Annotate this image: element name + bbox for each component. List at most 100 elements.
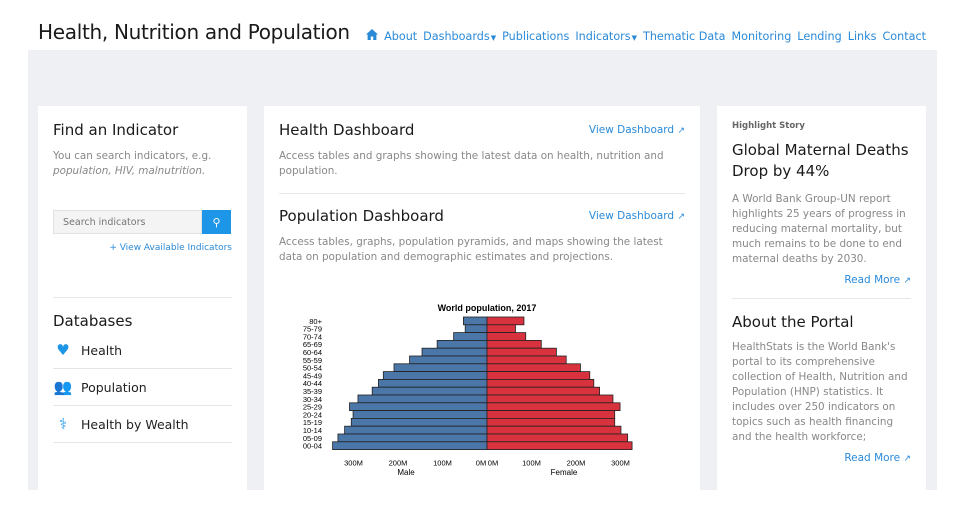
external-link-icon: ↗ bbox=[903, 454, 911, 464]
population-dashboard-desc: Access tables, graphs, population pyrami… bbox=[279, 236, 663, 263]
highlight-label: Highlight Story bbox=[732, 121, 805, 131]
highlight-read-more[interactable]: Read More ↗ bbox=[732, 274, 911, 286]
site-title[interactable]: Health, Nutrition and Population bbox=[38, 20, 350, 44]
female-bar[interactable] bbox=[486, 347, 557, 357]
male-bar[interactable] bbox=[344, 425, 488, 435]
female-bar[interactable] bbox=[486, 394, 614, 404]
search-input[interactable] bbox=[53, 210, 202, 234]
female-bar[interactable] bbox=[486, 379, 595, 388]
population-pyramid-chart[interactable]: World population, 2017 80+75-7970-7465-6… bbox=[290, 295, 650, 485]
nav-dashboards[interactable]: Dashboards▼ bbox=[423, 30, 496, 43]
nav-publications[interactable]: Publications bbox=[502, 29, 570, 43]
database-label: Health by Wealth bbox=[81, 416, 189, 432]
male-bar[interactable] bbox=[352, 410, 488, 419]
divider bbox=[732, 298, 911, 299]
database-health-by-wealth[interactable]: ⚕ Health by Wealth bbox=[53, 406, 232, 443]
users-icon: 👥 bbox=[53, 378, 73, 396]
female-tick-label: 100M bbox=[522, 459, 541, 468]
find-title: Find an Indicator bbox=[53, 121, 179, 139]
female-bar[interactable] bbox=[486, 433, 629, 443]
age-group-label: 05-09 bbox=[303, 434, 322, 443]
about-desc: HealthStats is the World Bank's portal t… bbox=[732, 341, 908, 443]
male-bar[interactable] bbox=[357, 394, 488, 404]
female-tick-label: 200M bbox=[567, 459, 586, 468]
health-dashboard-link[interactable]: View Dashboard ↗ bbox=[589, 124, 685, 136]
nav-dashboards-label: Dashboards bbox=[423, 29, 490, 43]
age-group-label: 55-59 bbox=[303, 356, 322, 365]
male-tick-label: 0M bbox=[476, 459, 486, 468]
male-bar[interactable] bbox=[393, 363, 488, 373]
home-icon[interactable] bbox=[366, 29, 379, 43]
female-tick-label: 300M bbox=[611, 459, 630, 468]
female-axis-label: Female bbox=[551, 468, 578, 477]
female-bar[interactable] bbox=[486, 402, 621, 412]
nav-about[interactable]: About bbox=[384, 29, 418, 43]
highlight-title[interactable]: Global Maternal Deaths Drop by 44% bbox=[732, 141, 909, 180]
male-bar[interactable] bbox=[409, 355, 488, 365]
male-tick-label: 200M bbox=[389, 459, 408, 468]
link-label: Read More bbox=[844, 452, 901, 464]
age-group-label: 25-29 bbox=[303, 403, 322, 412]
age-group-label: 45-49 bbox=[303, 371, 322, 380]
male-bar[interactable] bbox=[371, 386, 488, 396]
female-bar[interactable] bbox=[486, 410, 616, 419]
search-box: ⚲ bbox=[53, 210, 231, 234]
nav-contact[interactable]: Contact bbox=[882, 29, 926, 43]
age-group-label: 15-19 bbox=[303, 418, 322, 427]
male-bar[interactable] bbox=[436, 340, 488, 349]
female-bar[interactable] bbox=[486, 418, 616, 427]
age-group-label: 40-44 bbox=[303, 379, 322, 388]
find-desc: You can search indicators, e.g. bbox=[53, 150, 212, 162]
external-link-icon: ↗ bbox=[677, 212, 685, 222]
search-button[interactable]: ⚲ bbox=[202, 210, 231, 234]
population-dashboard-link[interactable]: View Dashboard ↗ bbox=[589, 210, 685, 222]
nav-thematic-data[interactable]: Thematic Data bbox=[642, 29, 726, 43]
nav-links[interactable]: Links bbox=[847, 29, 877, 43]
female-bar[interactable] bbox=[486, 316, 525, 326]
male-bar[interactable] bbox=[378, 379, 488, 388]
male-bar[interactable] bbox=[349, 402, 488, 412]
male-bar[interactable] bbox=[453, 332, 488, 341]
female-bar[interactable] bbox=[486, 363, 581, 373]
nav-indicators-label: Indicators bbox=[575, 29, 631, 43]
male-tick-label: 100M bbox=[433, 459, 452, 468]
find-indicator-card: Find an Indicator You can search indicat… bbox=[38, 106, 247, 490]
age-group-label: 75-79 bbox=[303, 325, 322, 334]
highlight-card: Highlight Story Global Maternal Deaths D… bbox=[717, 106, 926, 490]
age-group-label: 50-54 bbox=[303, 364, 322, 373]
divider bbox=[53, 297, 232, 298]
about-read-more[interactable]: Read More ↗ bbox=[732, 452, 911, 464]
nav-monitoring[interactable]: Monitoring bbox=[731, 29, 792, 43]
female-bar[interactable] bbox=[486, 425, 622, 435]
male-bar[interactable] bbox=[382, 371, 488, 380]
male-bar[interactable] bbox=[337, 433, 488, 443]
male-bar[interactable] bbox=[421, 347, 488, 357]
female-bar[interactable] bbox=[486, 371, 591, 380]
database-health[interactable]: ♥ Health bbox=[53, 332, 232, 369]
female-bar[interactable] bbox=[486, 332, 527, 341]
male-bar[interactable] bbox=[332, 441, 488, 451]
male-bar[interactable] bbox=[463, 316, 488, 326]
female-bar[interactable] bbox=[486, 340, 542, 349]
nav-indicators[interactable]: Indicators▼ bbox=[575, 30, 637, 43]
link-label: View Dashboard bbox=[588, 210, 675, 222]
male-bar[interactable] bbox=[464, 324, 488, 333]
age-group-label: 65-69 bbox=[303, 340, 322, 349]
view-indicators-link[interactable]: + View Available Indicators bbox=[109, 243, 232, 253]
databases-title: Databases bbox=[53, 312, 133, 330]
divider bbox=[279, 193, 685, 194]
about-title: About the Portal bbox=[732, 313, 854, 331]
female-bar[interactable] bbox=[486, 441, 633, 451]
female-tick-label: 0M bbox=[488, 459, 498, 468]
male-tick-label: 300M bbox=[344, 459, 363, 468]
external-link-icon: ↗ bbox=[677, 126, 685, 136]
age-group-label: 80+ bbox=[309, 317, 322, 326]
highlight-desc: A World Bank Group-UN report highlights … bbox=[732, 193, 906, 265]
database-label: Health bbox=[81, 342, 123, 358]
female-bar[interactable] bbox=[486, 324, 516, 333]
nav-lending[interactable]: Lending bbox=[797, 29, 842, 43]
female-bar[interactable] bbox=[486, 355, 567, 365]
male-bar[interactable] bbox=[350, 418, 488, 427]
female-bar[interactable] bbox=[486, 386, 600, 396]
database-population[interactable]: 👥 Population bbox=[53, 369, 232, 406]
